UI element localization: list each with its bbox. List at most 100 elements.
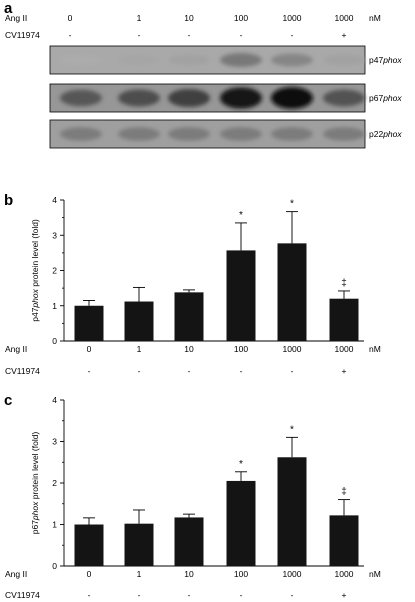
x-tick-label: -: [240, 590, 243, 600]
x-unit: nM: [369, 344, 381, 354]
blot-band: [271, 53, 313, 67]
x-tick-label: 10: [184, 569, 194, 579]
bar: [74, 524, 104, 566]
significance-marker: *: [290, 424, 294, 435]
x-tick-label: 1000: [335, 344, 354, 354]
x-tick-label: -: [240, 366, 243, 376]
blot-band: [271, 87, 313, 109]
y-tick-label: 2: [52, 266, 57, 276]
y-tick-label: 0: [52, 336, 57, 346]
blot-label-p67: p67phox: [369, 93, 402, 103]
bar: [277, 243, 307, 341]
blot-band: [168, 54, 210, 66]
bar: [124, 523, 154, 566]
y-tick-label: 3: [52, 437, 57, 447]
blot-label-p22: p22phox: [369, 129, 402, 139]
blot-lane-value: 1: [137, 13, 142, 23]
x-row-label: CV11974: [5, 590, 40, 600]
significance-marker: *: [239, 459, 243, 470]
x-row-label: Ang II: [5, 344, 27, 354]
bar: [124, 301, 154, 341]
blot-band: [60, 54, 102, 66]
blot-band: [60, 127, 102, 141]
x-row-label: CV11974: [5, 366, 40, 376]
x-tick-label: -: [88, 366, 91, 376]
x-tick-label: 1000: [283, 569, 302, 579]
x-tick-label: +: [342, 366, 347, 376]
bar: [174, 517, 204, 566]
y-axis-label: p47phox protein level (fold): [30, 219, 40, 322]
blot-band: [118, 127, 160, 141]
x-tick-label: -: [138, 590, 141, 600]
blot-strip-p47: [49, 45, 366, 75]
blot-lane-value: 0: [68, 13, 73, 23]
x-tick-label: -: [88, 590, 91, 600]
blot-band: [323, 54, 365, 66]
significance-marker: ‡: [341, 487, 347, 498]
panel-letter-a: a: [4, 0, 13, 17]
blot-band: [168, 127, 210, 141]
y-tick-label: 1: [52, 520, 57, 530]
blot-row-label: Ang II: [5, 13, 27, 23]
bar: [277, 457, 307, 566]
blot-band: [60, 89, 102, 107]
blot-band: [118, 54, 160, 66]
blot-lane-value: -: [291, 30, 294, 40]
x-unit: nM: [369, 569, 381, 579]
blot-lane-value: 10: [184, 13, 194, 23]
blot-band: [220, 53, 262, 67]
x-tick-label: 1000: [283, 344, 302, 354]
blot-lane-value: 1000: [335, 13, 354, 23]
bar: [174, 292, 204, 341]
bar: [329, 298, 359, 341]
y-tick-label: 1: [52, 301, 57, 311]
blot-lane-value: -: [188, 30, 191, 40]
panel-letter-c: c: [4, 392, 12, 409]
panel-letter-b: b: [4, 192, 13, 209]
blot-lane-value: -: [69, 30, 72, 40]
panel-b-chart: b 0 1 2 3 4 p47phox protein level (fold) * * ‡ Ang…: [4, 192, 381, 376]
significance-marker: ‡: [341, 278, 347, 289]
blot-lane-value: -: [138, 30, 141, 40]
y-axis-label: p67phox protein level (fold): [30, 432, 40, 535]
blot-strip-p22: [49, 119, 366, 149]
x-tick-label: 1: [137, 569, 142, 579]
panel-c-chart: c 0 1 2 3 4 p67phox protein level (fold) * * ‡ Ang…: [4, 392, 381, 600]
x-tick-label: 0: [87, 344, 92, 354]
x-row-label: Ang II: [5, 569, 27, 579]
y-tick-label: 4: [52, 395, 57, 405]
bar: [329, 515, 359, 566]
blot-lane-value: 1000: [283, 13, 302, 23]
x-tick-label: -: [188, 366, 191, 376]
blot-lane-value: -: [240, 30, 243, 40]
blot-lane-value: +: [342, 30, 347, 40]
y-tick-label: 2: [52, 478, 57, 488]
x-tick-label: 1: [137, 344, 142, 354]
significance-marker: *: [239, 210, 243, 221]
x-tick-label: -: [291, 366, 294, 376]
blot-unit: nM: [369, 13, 381, 23]
x-tick-label: 10: [184, 344, 194, 354]
blot-band: [118, 89, 160, 107]
blot-label-p47: p47phox: [369, 55, 402, 65]
y-tick-label: 4: [52, 195, 57, 205]
blot-lane-value: 100: [234, 13, 248, 23]
x-tick-label: 100: [234, 344, 248, 354]
bar: [226, 250, 256, 341]
x-tick-label: 100: [234, 569, 248, 579]
blot-band: [220, 127, 262, 141]
blot-band: [168, 88, 210, 108]
significance-marker: *: [290, 199, 294, 210]
y-tick-label: 0: [52, 561, 57, 571]
y-tick-label: 3: [52, 230, 57, 240]
x-tick-label: +: [342, 590, 347, 600]
bar: [226, 480, 256, 566]
x-tick-label: 0: [87, 569, 92, 579]
blot-band: [323, 89, 365, 107]
x-tick-label: 1000: [335, 569, 354, 579]
x-tick-label: -: [291, 590, 294, 600]
blot-strip-p67: [49, 83, 366, 113]
blot-band: [323, 127, 365, 141]
